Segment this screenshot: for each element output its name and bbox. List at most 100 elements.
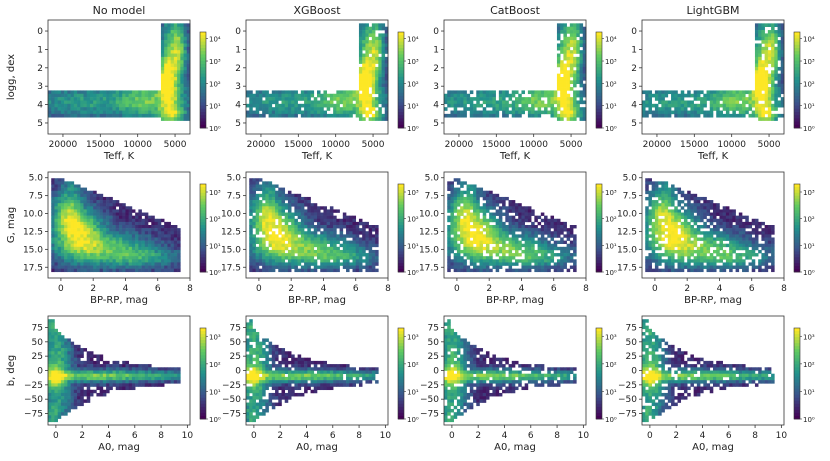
heatmap-cell bbox=[262, 231, 266, 235]
heatmap-cell bbox=[450, 218, 454, 223]
heatmap-cell bbox=[128, 228, 133, 232]
heatmap-cell bbox=[563, 93, 567, 98]
heatmap-cell bbox=[128, 221, 133, 226]
heatmap-cell bbox=[70, 187, 75, 192]
heatmap-cell bbox=[384, 56, 389, 61]
heatmap-cell bbox=[761, 46, 765, 51]
heatmap-cell bbox=[339, 218, 344, 223]
heatmap-cell bbox=[524, 228, 529, 232]
heatmap-cell bbox=[180, 100, 184, 105]
heatmap-cell bbox=[64, 253, 68, 257]
heatmap-cell bbox=[313, 259, 318, 263]
colorbar-frame bbox=[199, 31, 207, 129]
heatmap-cell bbox=[476, 243, 480, 248]
heatmap-cell bbox=[550, 234, 555, 238]
heatmap-cell bbox=[460, 265, 464, 269]
heatmap-cell bbox=[180, 63, 184, 68]
heatmap-cell bbox=[560, 90, 564, 95]
heatmap-cell bbox=[540, 253, 545, 257]
heatmap-cell bbox=[495, 246, 500, 251]
heatmap-cell bbox=[384, 50, 389, 54]
heatmap-cell bbox=[144, 234, 149, 238]
heatmap-cell bbox=[384, 107, 389, 111]
heatmap-cell bbox=[170, 83, 175, 88]
heatmap-cell bbox=[365, 23, 369, 27]
heatmap-cell bbox=[349, 110, 353, 115]
heatmap-cell bbox=[67, 225, 71, 229]
heatmap-cell bbox=[346, 243, 350, 248]
heatmap-cell bbox=[482, 218, 487, 223]
heatmap-cell bbox=[502, 243, 506, 248]
heatmap-cell bbox=[556, 100, 561, 105]
heatmap-cell bbox=[333, 103, 337, 108]
heatmap-cell bbox=[154, 265, 159, 269]
heatmap-cell bbox=[556, 259, 561, 263]
heatmap-cell bbox=[371, 63, 376, 68]
heatmap-cell bbox=[450, 97, 454, 101]
heatmap-cell bbox=[502, 113, 506, 118]
heatmap-cell bbox=[706, 110, 711, 115]
heatmap-cell bbox=[262, 240, 266, 245]
heatmap-cell bbox=[780, 26, 785, 31]
heatmap-cell bbox=[287, 225, 292, 229]
heatmap-cell bbox=[687, 103, 691, 108]
heatmap-cell bbox=[365, 110, 369, 115]
heatmap-cell bbox=[453, 253, 458, 257]
heatmap-cell bbox=[485, 196, 490, 201]
heatmap-cell bbox=[349, 107, 353, 111]
heatmap-cell bbox=[265, 196, 269, 201]
heatmap-cell bbox=[556, 26, 561, 31]
heatmap-cell bbox=[317, 253, 321, 257]
heatmap-cell bbox=[86, 262, 91, 266]
x-tick-label: 15000 bbox=[680, 140, 709, 150]
heatmap-cell bbox=[648, 218, 652, 223]
heatmap-cell bbox=[291, 225, 295, 229]
heatmap-cell bbox=[460, 221, 464, 226]
colorbar-step bbox=[200, 112, 206, 116]
heatmap-cell bbox=[524, 243, 529, 248]
heatmap-cell bbox=[109, 100, 113, 105]
heatmap-cell bbox=[774, 83, 778, 88]
heatmap-cell bbox=[60, 237, 65, 241]
heatmap-cell bbox=[661, 237, 665, 241]
heatmap-cell bbox=[64, 187, 68, 192]
heatmap-cell bbox=[447, 93, 451, 98]
heatmap-cell bbox=[339, 231, 344, 235]
colorbar-step bbox=[398, 89, 404, 94]
heatmap-cell bbox=[456, 249, 461, 254]
heatmap-cell bbox=[304, 100, 308, 105]
heatmap-cell bbox=[262, 265, 266, 269]
heatmap-cell bbox=[658, 243, 662, 248]
heatmap-cell bbox=[307, 209, 311, 213]
heatmap-cell bbox=[349, 218, 353, 223]
heatmap-cell bbox=[780, 66, 785, 71]
heatmap-cell bbox=[505, 268, 509, 273]
colorbar-step bbox=[596, 80, 602, 84]
heatmap-cell bbox=[258, 97, 263, 101]
heatmap-cell bbox=[148, 103, 152, 108]
heatmap-cell bbox=[371, 113, 376, 118]
heatmap-cell bbox=[122, 246, 126, 251]
heatmap-cell bbox=[375, 36, 379, 41]
heatmap-cell bbox=[86, 196, 91, 201]
heatmap-cell bbox=[313, 206, 318, 210]
heatmap-cell bbox=[780, 83, 785, 88]
colorbar-step bbox=[200, 124, 206, 129]
heatmap-cell bbox=[336, 256, 340, 260]
heatmap-cell bbox=[177, 83, 181, 88]
heatmap-cell bbox=[511, 206, 516, 210]
heatmap-cell bbox=[473, 225, 477, 229]
heatmap-cell bbox=[262, 184, 266, 188]
heatmap-cell bbox=[362, 231, 366, 235]
heatmap-cell bbox=[109, 249, 113, 254]
heatmap-cell bbox=[346, 268, 350, 273]
heatmap-cell bbox=[287, 203, 292, 207]
heatmap-cell bbox=[148, 93, 152, 98]
heatmap-cell bbox=[482, 93, 487, 98]
y-tick-label: 5 bbox=[631, 119, 637, 129]
heatmap-cell bbox=[57, 113, 62, 118]
heatmap-cell bbox=[466, 184, 471, 188]
heatmap-cell bbox=[262, 100, 266, 105]
heatmap-cell bbox=[249, 107, 253, 111]
heatmap-cell bbox=[313, 110, 318, 115]
